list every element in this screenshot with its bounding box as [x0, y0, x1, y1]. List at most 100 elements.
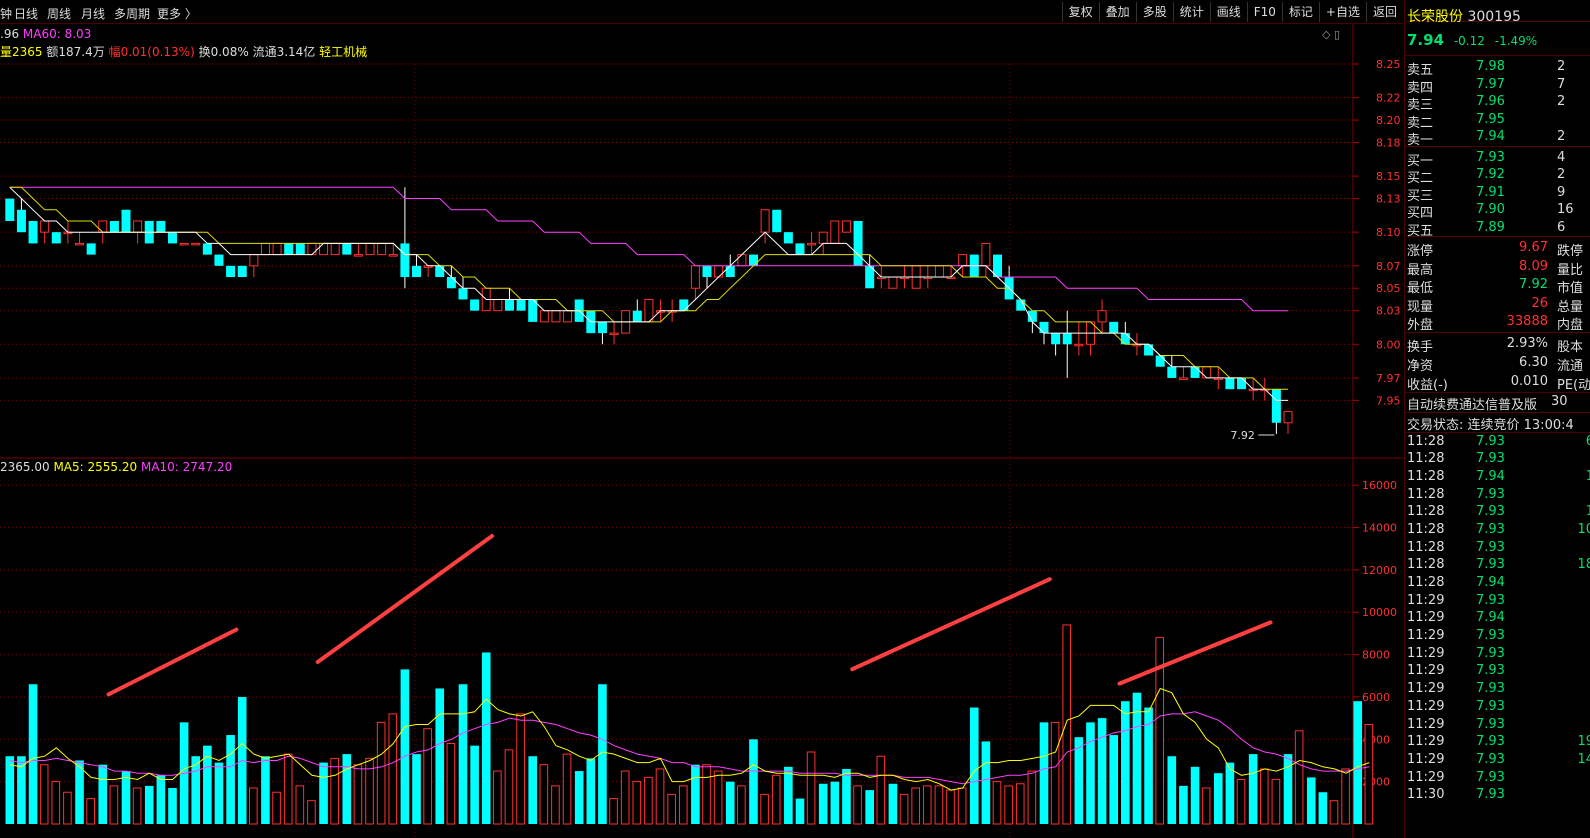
tab-weekly[interactable]: 周线: [47, 7, 72, 21]
volume-bar: [98, 764, 108, 824]
volume-bar: [992, 781, 1002, 825]
bid-row-col1: 7.93: [1476, 149, 1505, 165]
volume-bar: [504, 749, 514, 825]
tab-daily[interactable]: 日线: [14, 7, 39, 21]
tab-multi-period[interactable]: 多周期: [114, 7, 151, 21]
volume-bar: [446, 743, 456, 825]
stats-row-col2: 市值: [1557, 281, 1584, 296]
tick-row-col1: 7.93: [1476, 716, 1505, 732]
kline-chart[interactable]: 8.25 8.22 8.20 8.18 8.15 8.13 8.10 8.07 8.05 8.03…: [0, 24, 1403, 838]
volume-bar: [1283, 754, 1293, 824]
tick-row-col1: 7.93: [1476, 751, 1505, 767]
mark-button[interactable]: 标记: [1281, 2, 1319, 22]
tick-row-col0: 11:28: [1407, 451, 1445, 467]
back-button[interactable]: 返回: [1365, 2, 1403, 22]
volume-bar: [5, 756, 15, 824]
ask-row-col2: 2: [1557, 59, 1566, 74]
candle-body: [865, 265, 875, 289]
candle-body: [760, 209, 770, 233]
volume-bar: [261, 756, 270, 824]
tick-row-col0: 11:28: [1407, 468, 1445, 484]
ticker-bar[interactable]: 自动续费通达信普及版 30: [1405, 393, 1590, 413]
candle-body: [237, 265, 247, 278]
statistics-button[interactable]: 统计: [1172, 2, 1210, 22]
volume-bar: [899, 793, 909, 825]
candle-body: [214, 254, 224, 266]
price-tick-label: 8.10: [1376, 226, 1401, 239]
candle-body: [377, 242, 387, 256]
price-tick-label: 8.25: [1376, 58, 1401, 71]
candle-body: [260, 242, 270, 256]
candle-body: [841, 220, 851, 233]
tab-more[interactable]: 更多 〉: [157, 7, 197, 21]
tick-row-col2: 19: [1577, 734, 1590, 750]
volume-bar: [144, 785, 154, 824]
volume-bar: [203, 745, 212, 824]
volume-bar: [493, 770, 502, 825]
bid-row-col1: 7.91: [1476, 184, 1505, 200]
ask-row: 卖一 7.94 2: [1405, 128, 1590, 148]
volume-bar: [226, 735, 235, 824]
vol-tick-label: 16000: [1362, 479, 1397, 492]
volume-bar: [911, 787, 920, 825]
overlay-button[interactable]: 叠加: [1098, 2, 1136, 22]
volume-bar: [644, 776, 653, 825]
bid-row-col0: 买一: [1407, 153, 1434, 169]
ask-row-col0: 卖三: [1407, 98, 1434, 113]
tab-minute[interactable]: 钟: [0, 7, 13, 21]
tick-row-col1: 7.93: [1476, 504, 1505, 520]
draw-line-button[interactable]: 画线: [1209, 2, 1247, 22]
toolbar-right-buttons: 复权 叠加 多股 统计 画线 F10 标记 +自选 返回: [1061, 2, 1403, 22]
f10-button[interactable]: F10: [1246, 2, 1282, 22]
volume-bar: [1179, 785, 1188, 824]
candle-body: [121, 209, 131, 233]
trade-status-text: 交易状态: 连续竞价 13:00:4: [1407, 417, 1574, 433]
tab-monthly[interactable]: 月线: [81, 7, 106, 21]
restore-rights-button[interactable]: 复权: [1061, 2, 1099, 22]
bid-row-col2: 16: [1557, 202, 1574, 217]
sector-link[interactable]: 轻工机械: [319, 45, 368, 59]
volume-bar: [1353, 701, 1363, 824]
tick-row: 11:30 7.93: [1405, 786, 1590, 804]
chart-tool-icons[interactable]: ◇ ▯: [1322, 28, 1341, 41]
ask-row-col0: 卖一: [1407, 133, 1434, 148]
candle-body: [342, 243, 352, 255]
candle-body: [993, 254, 1003, 278]
volume-bar: [17, 756, 26, 824]
candle-body: [167, 232, 177, 244]
candle-body: [702, 265, 712, 278]
ask-row-col1: 7.94: [1476, 129, 1505, 144]
candle-body: [28, 220, 38, 244]
stats2-row-col2: PE(动): [1557, 377, 1590, 393]
volume-bar: [609, 798, 618, 825]
tick-row-col0: 11:28: [1407, 486, 1445, 502]
candle-body: [133, 220, 143, 233]
multi-stock-button[interactable]: 多股: [1135, 2, 1173, 22]
tick-row-col0: 11:29: [1407, 716, 1445, 732]
volume-bar: [388, 713, 398, 825]
volume-bar: [1121, 701, 1130, 824]
add-watchlist-button[interactable]: +自选: [1318, 2, 1366, 22]
candle-body: [818, 231, 828, 244]
tick-row-col1: 7.94: [1476, 575, 1505, 590]
bid-row: 买四 7.90 16: [1405, 201, 1590, 221]
tick-list[interactable]: 11:287.93611:287.9311:287.94111:287.9311…: [1405, 433, 1590, 804]
candle-body: [458, 288, 468, 300]
tick-row: 11:28 7.94: [1405, 574, 1590, 592]
ma60-line: [9, 186, 1288, 312]
ask-row: 卖五 7.98 2: [1405, 58, 1590, 78]
vol-ma10-line: [9, 711, 1370, 785]
tick-row-col2: 18: [1577, 557, 1590, 573]
volume-bar: [1306, 777, 1316, 824]
quote-panel: 长荣股份 300195 7.94 -0.12 -1.49% 卖五 7.98 2 卖四 7…: [1404, 0, 1590, 838]
volume-bar: [888, 783, 898, 824]
vol-tick-label: 12000: [1362, 564, 1397, 577]
volume-bar: [28, 684, 38, 824]
tick-row: 11:29 7.93: [1405, 769, 1590, 787]
volume-bar: [1271, 779, 1281, 825]
tick-row: 11:29 7.93: [1405, 716, 1590, 734]
price-tick-label: 8.13: [1376, 193, 1401, 206]
volume-bar: [957, 787, 967, 825]
price-tick-label: 8.22: [1376, 92, 1401, 105]
candle-body: [75, 242, 85, 246]
